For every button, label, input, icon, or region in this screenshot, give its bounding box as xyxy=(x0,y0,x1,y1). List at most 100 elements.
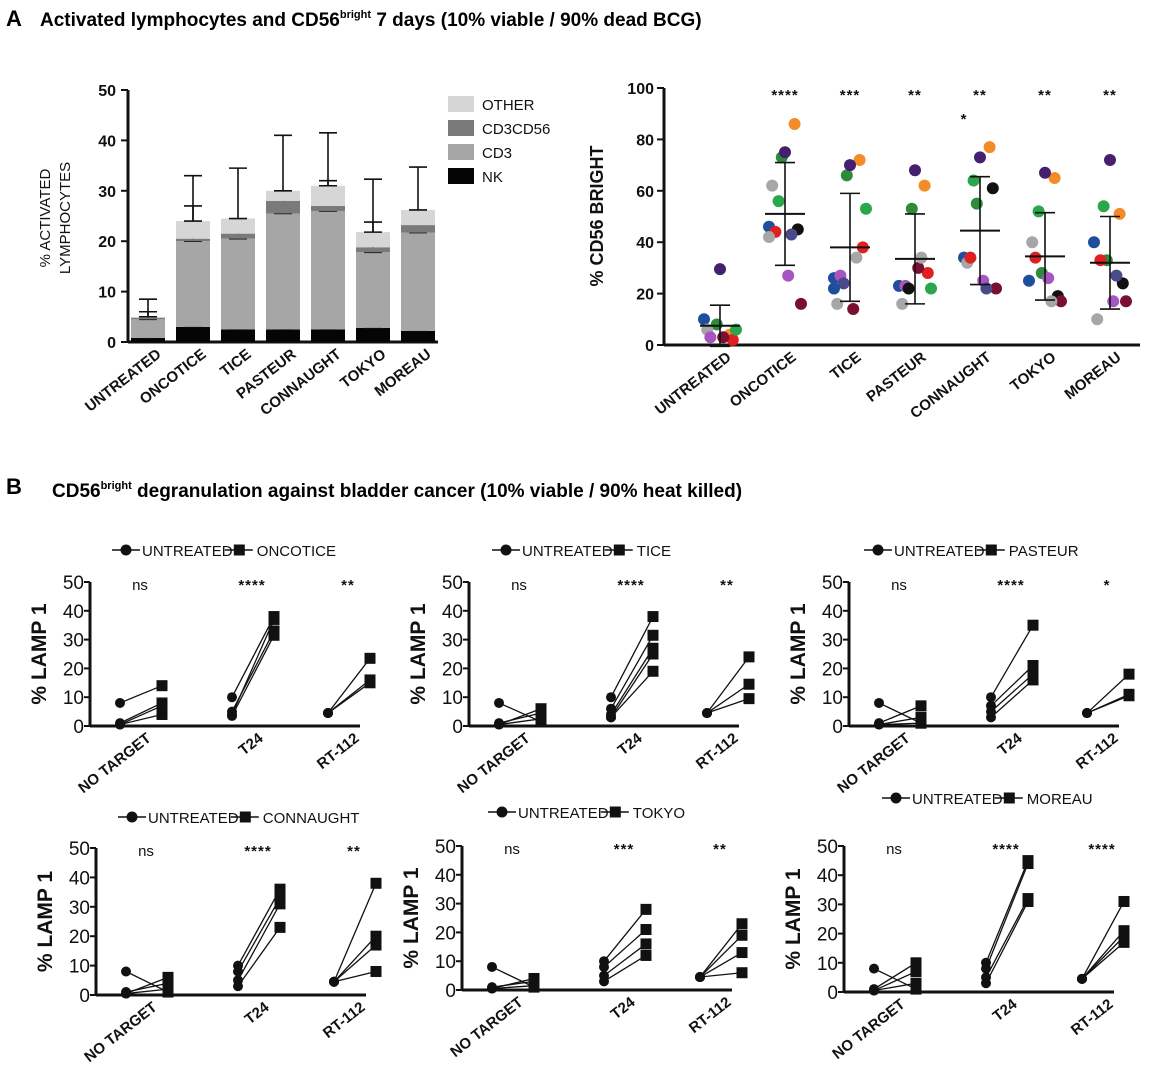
panel-b-letter: B xyxy=(6,474,22,499)
x-category-label: RT-112 xyxy=(320,999,369,1042)
data-point xyxy=(1048,171,1061,184)
treated-point xyxy=(370,877,382,889)
treated-point xyxy=(736,967,748,979)
treated-point xyxy=(1118,925,1130,937)
treated-point xyxy=(640,903,652,915)
legend-marker-square xyxy=(613,544,625,556)
untreated-point xyxy=(227,709,237,720)
treated-point xyxy=(640,949,652,961)
y-tick-label: 50 xyxy=(442,573,463,594)
pair-line xyxy=(237,897,281,972)
treated-point xyxy=(274,898,286,910)
untreated-point xyxy=(606,692,616,703)
legend-label: TOKYO xyxy=(633,805,685,822)
y-tick-label: 10 xyxy=(817,954,838,975)
bar-segment-cd3cd56 xyxy=(131,317,165,320)
pair-line xyxy=(699,934,743,978)
pair-line xyxy=(491,966,535,988)
y-tick-label: 50 xyxy=(63,573,84,594)
pair-line xyxy=(610,670,654,718)
treated-point xyxy=(370,930,382,942)
y-axis-label: % LAMP 1 xyxy=(782,868,805,969)
treated-point xyxy=(1123,688,1135,700)
legend-marker-circle xyxy=(120,544,132,556)
bar-segment-cd3 xyxy=(401,232,435,331)
untreated-point xyxy=(599,956,609,967)
legend-swatch-cd3 xyxy=(448,144,474,160)
bar-segment-other xyxy=(266,190,300,201)
treated-point xyxy=(910,966,922,978)
significance-label: ns xyxy=(886,841,902,858)
y-tick-label: 10 xyxy=(69,957,90,978)
bar-segment-other xyxy=(311,185,345,206)
untreated-point xyxy=(1082,708,1092,719)
bar-segment-cd3 xyxy=(356,252,390,328)
legend-label: UNTREATED xyxy=(148,810,239,827)
untreated-point xyxy=(233,975,243,986)
treated-point xyxy=(1022,893,1034,905)
treated-point xyxy=(156,700,168,712)
data-point xyxy=(788,117,801,130)
untreated-point xyxy=(981,957,991,968)
data-point xyxy=(1113,207,1126,220)
lamp-panel-tokyo: 0 10 20 30 40 50 % LAMP 1 UNTREATED TOKYO ns NO TA… xyxy=(400,805,748,1061)
pair-line xyxy=(603,954,647,982)
data-point xyxy=(853,153,866,166)
x-category-label: T24 xyxy=(236,729,267,759)
legend-label: TICE xyxy=(637,543,671,560)
y-tick-label: 10 xyxy=(63,688,84,709)
data-point xyxy=(850,251,863,264)
legend-marker-circle xyxy=(496,806,508,818)
y-tick-label: 20 xyxy=(442,659,463,680)
treated-point xyxy=(156,680,168,692)
significance-label: ** xyxy=(341,577,355,594)
legend-marker-square xyxy=(985,544,997,556)
panel-b-title: CD56bright degranulation against bladder… xyxy=(52,480,742,502)
y-tick-label: 0 xyxy=(107,335,116,352)
pair-line xyxy=(125,970,169,993)
pair-line xyxy=(491,985,535,990)
untreated-point xyxy=(494,719,504,730)
legend-label: UNTREATED xyxy=(894,543,985,560)
data-point xyxy=(1042,272,1055,285)
pair-line xyxy=(498,718,542,726)
data-point xyxy=(847,303,860,316)
y-tick-label: 40 xyxy=(636,235,654,252)
bar-segment-other xyxy=(401,209,435,226)
treated-point xyxy=(268,625,280,637)
y-tick-label: 30 xyxy=(69,898,90,919)
treated-point xyxy=(370,965,382,977)
y-axis-label: % LAMP 1 xyxy=(407,603,430,704)
treated-point xyxy=(736,929,748,941)
y-tick-label: 40 xyxy=(435,866,456,887)
x-category-label: RT-112 xyxy=(314,730,363,773)
legend-swatch-cd3cd56 xyxy=(448,120,474,136)
y-tick-label: 100 xyxy=(627,81,654,98)
y-tick-label: 40 xyxy=(69,868,90,889)
data-point xyxy=(1032,205,1045,218)
y-tick-label: 0 xyxy=(832,717,843,738)
y-tick-label: 0 xyxy=(445,981,456,1002)
bar-segment-nk xyxy=(356,327,390,342)
data-point xyxy=(1091,313,1104,326)
bar-segment-cd3 xyxy=(131,319,165,338)
treated-point xyxy=(910,977,922,989)
treated-point xyxy=(1118,895,1130,907)
pair-line xyxy=(985,860,1029,964)
treated-point xyxy=(1027,619,1039,631)
pair-line xyxy=(491,980,535,988)
pair-line xyxy=(699,972,743,978)
y-tick-label: 80 xyxy=(636,132,654,149)
x-category-label: T24 xyxy=(608,993,639,1023)
pair-line xyxy=(125,976,169,995)
treated-point xyxy=(528,981,540,993)
lamp-panel-pasteur: 0 10 20 30 40 50 % LAMP 1 UNTREATED PASTEUR ns NO … xyxy=(787,543,1135,797)
legend-label: CD3CD56 xyxy=(482,121,550,138)
treated-point xyxy=(640,938,652,950)
significance-label: *** xyxy=(840,87,861,104)
y-tick-label: 0 xyxy=(73,717,84,738)
pair-line xyxy=(498,702,542,723)
x-category-label: ONCOTICE xyxy=(727,349,800,411)
x-category-label: NO TARGET xyxy=(454,730,533,797)
data-point xyxy=(983,141,996,154)
